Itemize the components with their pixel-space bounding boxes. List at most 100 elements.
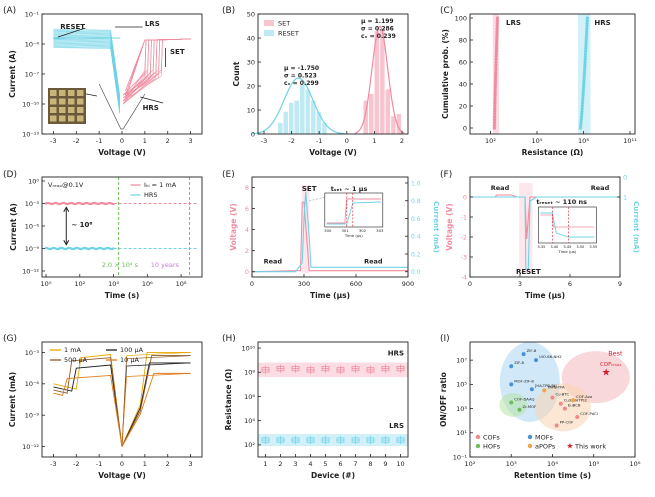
I-point-label: TAPB-TPA [546,384,565,389]
C-lrs-point [492,115,497,119]
F-y-axis-label: Voltage (V) [445,203,454,251]
A-hrs-arrow [140,96,164,104]
I-legend-label: COFs [483,433,500,441]
D-onoff-ratio-label: ~ 10⁶ [71,221,92,229]
G-xtick-label: 1 [143,460,147,468]
I-this-work-label: COFₕₘₐₓ [600,362,622,368]
I-apops-point [542,388,547,393]
E-inset-current [326,201,381,225]
A-device-pad [59,107,66,113]
C-hrs-point [582,79,586,83]
H-lrs-label: LRS [389,422,404,430]
C-lrs-point [495,24,499,28]
F-inset-xlabel: Time (μs) [557,249,576,254]
C-lrs-label: LRS [506,19,521,27]
C-hrs-point [583,52,588,56]
G-set-return-curve [121,355,191,447]
F-panel-tag: (F) [440,170,452,180]
F-ytick-right-label: 0 [623,173,627,181]
E-ytick-right-label: 0.6 [411,216,421,223]
C-y-axis-label: Cumulative prob. (%) [441,29,450,119]
C-xtick-label: 10⁸ [578,137,589,145]
G-reset-curve [53,374,123,447]
A-set-return-curve [125,38,191,100]
C-ytick-label: 40 [459,80,467,88]
D-time1-label: 2.0 × 10⁴ s [102,261,139,269]
C-hrs-point [579,115,584,119]
C-hrs-point [584,46,588,50]
B-panel-tag: (B) [222,6,235,16]
H-xtick-label: 7 [353,460,357,468]
F-y-axis-right-label: Current (mA) [632,201,640,253]
C-x-axis-label: Resistance (Ω) [522,148,584,157]
C-hrs-point [584,41,588,45]
H-xtick-label: 8 [368,460,372,468]
D-time2-label: 10 years [151,261,180,269]
I-apops-point [571,398,576,403]
D-xtick-label: 10⁸ [176,280,187,288]
D-lrs-point [112,202,115,206]
I-cofs-point [558,401,563,406]
A-device-pad [68,115,75,122]
A-ytick-label: 10⁻¹ [25,10,40,18]
I-hofs-point [517,407,522,412]
G-set-curve [121,362,191,447]
F-read2-label: Read [591,184,610,192]
E-xtick-label: 300 [298,280,310,288]
F-ytick-left-label: -3 [461,253,467,261]
F-inset-current [540,212,595,238]
E-inset-xtick-label: 300 [324,228,332,233]
I-cofs-point [575,415,580,420]
B-reset-histogram-bar [316,111,322,135]
F-inset-xtick-label: 3.55 [589,245,597,249]
G-legend-label: 100 μA [120,346,144,354]
C-ytick-label: 80 [459,36,467,44]
H-panel-tag: (H) [222,334,236,344]
G-y-axis-label: Current (mA) [8,372,17,427]
B-xtick-label: 2 [400,137,404,145]
H-ytick-label: 10⁸ [244,369,255,377]
E-ytick-right-label: 0.8 [411,198,421,205]
G-xtick-label: 2 [166,460,170,468]
C-lrs-point [494,54,498,59]
B-y-axis-label: Count [232,61,241,86]
E-current-trace [252,191,408,273]
I-xtick-label: 10⁴ [547,460,558,468]
D-ytick-label: 10⁻⁹ [25,245,40,253]
A-device-pad [68,98,75,105]
D-window-arrowhead-down [63,240,70,246]
G-ytick-label: 10⁻⁹ [25,411,40,419]
I-point-label: EuBCB [568,403,581,408]
A-ytick-label: 10⁻¹³ [22,130,39,138]
C-hrs-point [581,90,585,94]
I-point-label: ZIF-8 [514,360,524,365]
H-xtick-label: 6 [338,460,342,468]
H-hrs-label: HRS [388,349,404,357]
C-ytick-label: 20 [459,102,467,110]
H-ytick-label: 10⁶ [244,393,255,401]
A-device-pad [68,90,75,96]
B-reset-histogram-bar [305,88,311,135]
A-minimum-trace [98,83,146,130]
E-inset-voltage [326,198,381,224]
C-hrs-point [583,60,587,64]
E-tset-label: tₛₑₜ ~ 1 μs [331,185,368,193]
I-cofs-point [562,406,567,411]
A-y-axis-label: Current (A) [8,50,17,98]
I-point-label: PP-COF [560,420,574,425]
C-lrs-point [495,21,499,26]
E-ytick-right-label: 0.2 [411,251,421,258]
I-mofs-point [509,382,514,387]
C-ytick-label: 100 [455,14,467,22]
G-set-return-curve [121,373,191,447]
F-inset-xtick-label: 3.40 [550,245,559,249]
A-reset-arrow [57,27,86,38]
A-xtick-label: 3 [189,137,193,145]
A-device-pad [77,107,84,113]
F-inset-xtick-label: 3.45 [563,245,571,249]
C-lrs-point [493,90,497,94]
G-set-curve [121,355,191,447]
F-treset-label: tᵣₑₛₑₜ ~ 110 ns [536,198,587,206]
H-y-axis-label: Resistance (Ω) [224,369,233,431]
A-hrs-label: HRS [143,104,159,112]
